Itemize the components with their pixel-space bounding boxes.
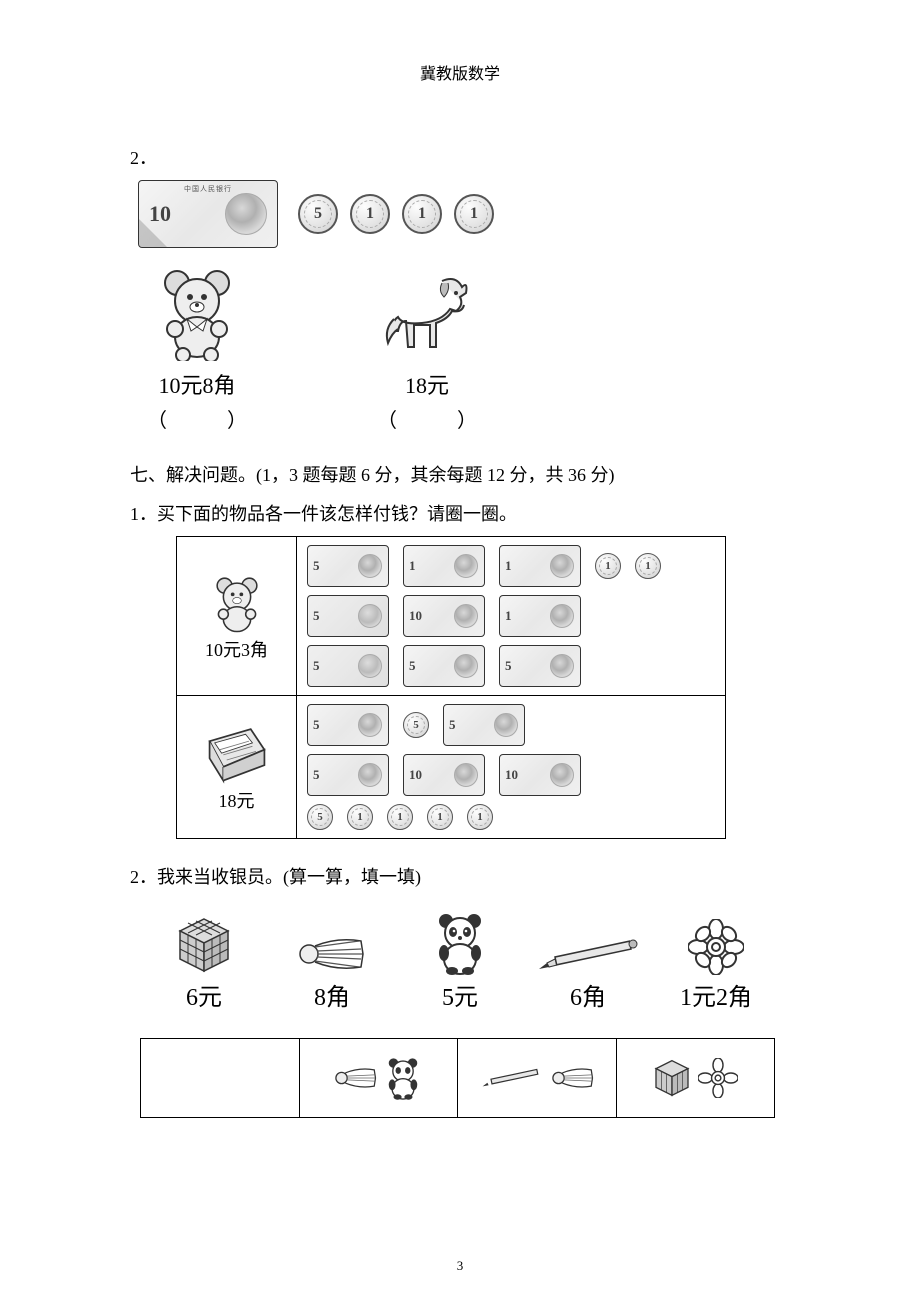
bear-price-label: 10元3角 bbox=[205, 636, 268, 662]
banknote-portrait-icon bbox=[225, 193, 267, 235]
pencil-icon bbox=[479, 1065, 545, 1091]
row-item-calculator: 18元 bbox=[177, 696, 297, 838]
calculator-price-label: 18元 bbox=[219, 787, 255, 813]
banknote-yuan: 5 bbox=[403, 645, 485, 687]
shuttlecock-price: 8角 bbox=[268, 977, 396, 1012]
money-option-line: 555 bbox=[307, 704, 715, 746]
cube-price: 6元 bbox=[140, 977, 268, 1012]
q2-item-horse: 18元 （ ） bbox=[372, 256, 482, 433]
money-option-line: 5 10 1 bbox=[307, 595, 715, 637]
bear-price: 10元8角 bbox=[142, 368, 252, 400]
banknote-jiao: 5 bbox=[307, 645, 389, 687]
coin-1jiao: 1 bbox=[454, 194, 494, 234]
cashier-cell[interactable] bbox=[617, 1039, 775, 1117]
page-header: 冀教版数学 bbox=[130, 60, 790, 84]
banknote-yuan: 5 bbox=[499, 645, 581, 687]
page: 冀教版数学 2． 中国人民银行 10 5 1 1 1 bbox=[0, 0, 920, 1302]
banknote-jiao: 5 bbox=[307, 595, 389, 637]
table-row: 18元 555 51010 51111 bbox=[177, 696, 725, 838]
flower-price: 1元2角 bbox=[652, 977, 780, 1012]
teddy-bear-icon bbox=[200, 570, 274, 636]
calculator-icon bbox=[200, 721, 274, 787]
question-2-number: 2． bbox=[130, 144, 790, 170]
cashier-table bbox=[140, 1038, 775, 1118]
banknote-yuan: 10 bbox=[403, 595, 485, 637]
banknote-yuan: 1 bbox=[403, 545, 485, 587]
cashier-cell[interactable] bbox=[300, 1039, 459, 1117]
coin-icon: 5 bbox=[307, 804, 333, 830]
flower-icon bbox=[698, 1058, 738, 1098]
banknote-10: 中国人民银行 10 bbox=[138, 180, 278, 248]
pencil-icon bbox=[524, 911, 652, 975]
row-money-options[interactable]: 555 51010 51111 bbox=[297, 696, 725, 838]
rubiks-cube-icon bbox=[140, 911, 268, 975]
shop-item-flower: 1元2角 bbox=[652, 911, 780, 1012]
section-7-q1-text: 1．买下面的物品各一件该怎样付钱？请圈一圈。 bbox=[130, 500, 790, 526]
panda-icon bbox=[396, 911, 524, 975]
q2-money-row: 中国人民银行 10 5 1 1 1 bbox=[138, 180, 790, 248]
table-row: 10元3角 51111 5101 555 bbox=[177, 537, 725, 696]
rubiks-cube-icon bbox=[652, 1058, 692, 1098]
cashier-cell-blank[interactable] bbox=[141, 1039, 300, 1117]
coin-icon: 1 bbox=[347, 804, 373, 830]
shuttlecock-icon bbox=[334, 1064, 378, 1092]
flower-icon bbox=[652, 911, 780, 975]
circle-money-table: 10元3角 51111 5101 555 bbox=[176, 536, 726, 839]
coin-icon: 1 bbox=[467, 804, 493, 830]
shop-item-panda: 5元 bbox=[396, 911, 524, 1012]
banknote-yuan: 5 bbox=[307, 754, 389, 796]
row-item-bear: 10元3角 bbox=[177, 537, 297, 695]
coin-icon: 1 bbox=[427, 804, 453, 830]
shuttlecock-icon bbox=[268, 911, 396, 975]
banknote-yuan: 10 bbox=[403, 754, 485, 796]
section-7-q2-text: 2．我来当收银员。(算一算，填一填) bbox=[130, 863, 790, 889]
section-7-heading: 七、解决问题。(1，3 题每题 6 分，其余每题 12 分，共 36 分) bbox=[130, 461, 790, 490]
banknote-decoration-icon bbox=[139, 219, 167, 247]
banknote-yuan: 10 bbox=[499, 754, 581, 796]
panda-icon bbox=[384, 1056, 422, 1100]
cashier-cell[interactable] bbox=[458, 1039, 617, 1117]
banknote-yuan: 5 bbox=[307, 704, 389, 746]
coin-5jiao: 5 bbox=[298, 194, 338, 234]
page-number: 3 bbox=[0, 1258, 920, 1274]
horse-price: 18元 bbox=[372, 368, 482, 400]
coin-icon: 1 bbox=[595, 553, 621, 579]
coin-1jiao: 1 bbox=[402, 194, 442, 234]
horse-answer-blank[interactable]: （ ） bbox=[372, 404, 482, 433]
money-option-line: 51111 bbox=[307, 804, 715, 830]
coin-1jiao: 1 bbox=[350, 194, 390, 234]
row-money-options[interactable]: 51111 5101 555 bbox=[297, 537, 725, 695]
money-option-line: 555 bbox=[307, 645, 715, 687]
q2-item-bear: 10元8角 （ ） bbox=[142, 256, 252, 433]
shop-item-cube: 6元 bbox=[140, 911, 268, 1012]
banknote-yuan: 1 bbox=[499, 545, 581, 587]
money-option-line: 51111 bbox=[307, 545, 715, 587]
shop-items-row: 6元 8角 bbox=[140, 911, 780, 1012]
money-option-line: 5 10 10 bbox=[307, 754, 715, 796]
shuttlecock-icon bbox=[551, 1064, 595, 1092]
horse-icon bbox=[372, 256, 482, 366]
pencil-price: 6角 bbox=[524, 977, 652, 1012]
banknote-yuan: 1 bbox=[499, 595, 581, 637]
shop-item-shuttlecock: 8角 bbox=[268, 911, 396, 1012]
bear-answer-blank[interactable]: （ ） bbox=[142, 404, 252, 433]
teddy-bear-icon bbox=[142, 256, 252, 366]
coin-icon: 1 bbox=[635, 553, 661, 579]
banknote-yuan: 5 bbox=[443, 704, 525, 746]
coin-icon: 1 bbox=[387, 804, 413, 830]
shop-item-pencil: 6角 bbox=[524, 911, 652, 1012]
banknote-top-text: 中国人民银行 bbox=[184, 184, 232, 194]
q2-items-row: 10元8角 （ ） 18元 （ ） bbox=[142, 256, 790, 433]
coin-icon: 5 bbox=[403, 712, 429, 738]
panda-price: 5元 bbox=[396, 977, 524, 1012]
banknote-yuan: 5 bbox=[307, 545, 389, 587]
